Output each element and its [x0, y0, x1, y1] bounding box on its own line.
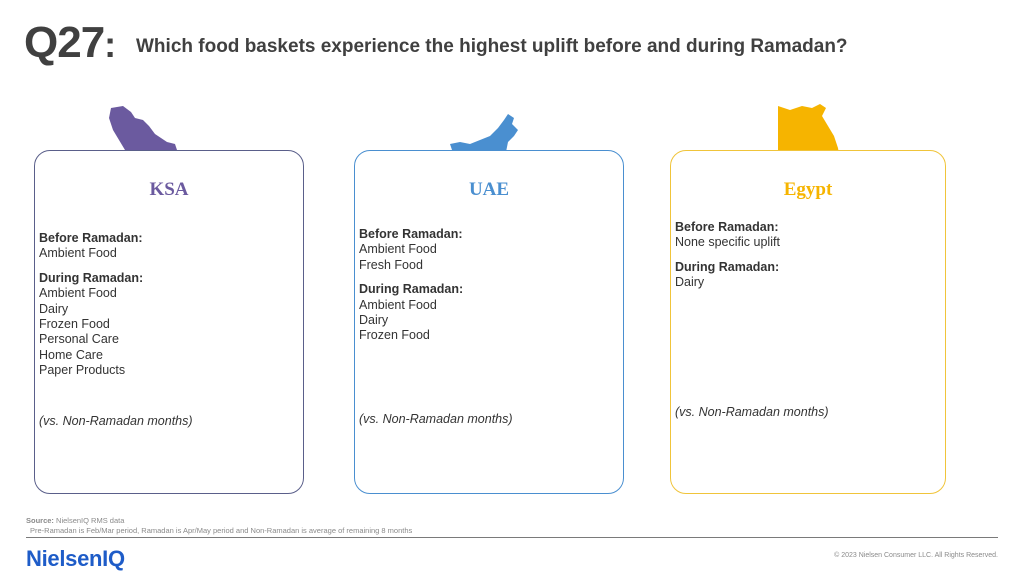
- country-name: KSA: [149, 179, 189, 200]
- uae-card: UAE Before Ramadan: Ambient Food Fresh F…: [354, 150, 624, 494]
- comparison-note: (vs. Non-Ramadan months): [675, 405, 829, 419]
- during-label: During Ramadan:: [39, 270, 144, 285]
- list-item: Fresh Food: [359, 257, 423, 272]
- list-item: Ambient Food: [359, 297, 437, 312]
- list-item: Ambient Food: [39, 246, 117, 261]
- ksa-details: Before Ramadan: Ambient Food During Rama…: [39, 231, 295, 379]
- before-label: Before Ramadan:: [675, 220, 779, 234]
- copyright: © 2023 Nielsen Consumer LLC. All Rights …: [834, 552, 998, 559]
- list-item: Personal Care: [39, 332, 119, 347]
- list-item: Ambient Food: [39, 286, 117, 301]
- list-item: Paper Products: [39, 363, 126, 378]
- ksa-card: KSA Before Ramadan: Ambient Food During …: [34, 150, 304, 494]
- egypt-map-icon: [778, 104, 840, 160]
- comparison-note: (vs. Non-Ramadan months): [359, 412, 513, 426]
- question-title: Which food baskets experience the highes…: [136, 36, 848, 57]
- list-item: Dairy: [39, 301, 69, 316]
- comparison-note: (vs. Non-Ramadan months): [39, 414, 193, 428]
- list-item: None specific uplift: [675, 235, 780, 250]
- country-name: Egypt: [783, 179, 833, 200]
- before-label: Before Ramadan:: [39, 231, 143, 245]
- nielseniq-logo: NielsenIQ: [26, 546, 125, 571]
- uae-details: Before Ramadan: Ambient Food Fresh Food …: [359, 227, 615, 344]
- footer-divider: [26, 537, 998, 538]
- list-item: Home Care: [39, 347, 103, 362]
- country-name: UAE: [468, 179, 510, 200]
- footnote: Pre-Ramadan is Feb/Mar period, Ramadan i…: [30, 526, 413, 535]
- list-item: Dairy: [675, 275, 705, 290]
- egypt-details: Before Ramadan: None specific uplift Dur…: [675, 220, 937, 291]
- source-note: Source: NielsenIQ RMS data Pre-Ramadan i…: [26, 516, 413, 535]
- egypt-card: Egypt Before Ramadan: None specific upli…: [670, 150, 946, 494]
- list-item: Dairy: [359, 313, 389, 328]
- during-label: During Ramadan:: [675, 259, 780, 274]
- list-item: Ambient Food: [359, 242, 437, 257]
- question-number: Q27:: [24, 18, 116, 67]
- during-label: During Ramadan:: [359, 282, 464, 297]
- before-label: Before Ramadan:: [359, 227, 463, 241]
- list-item: Frozen Food: [39, 317, 110, 332]
- list-item: Frozen Food: [359, 328, 430, 343]
